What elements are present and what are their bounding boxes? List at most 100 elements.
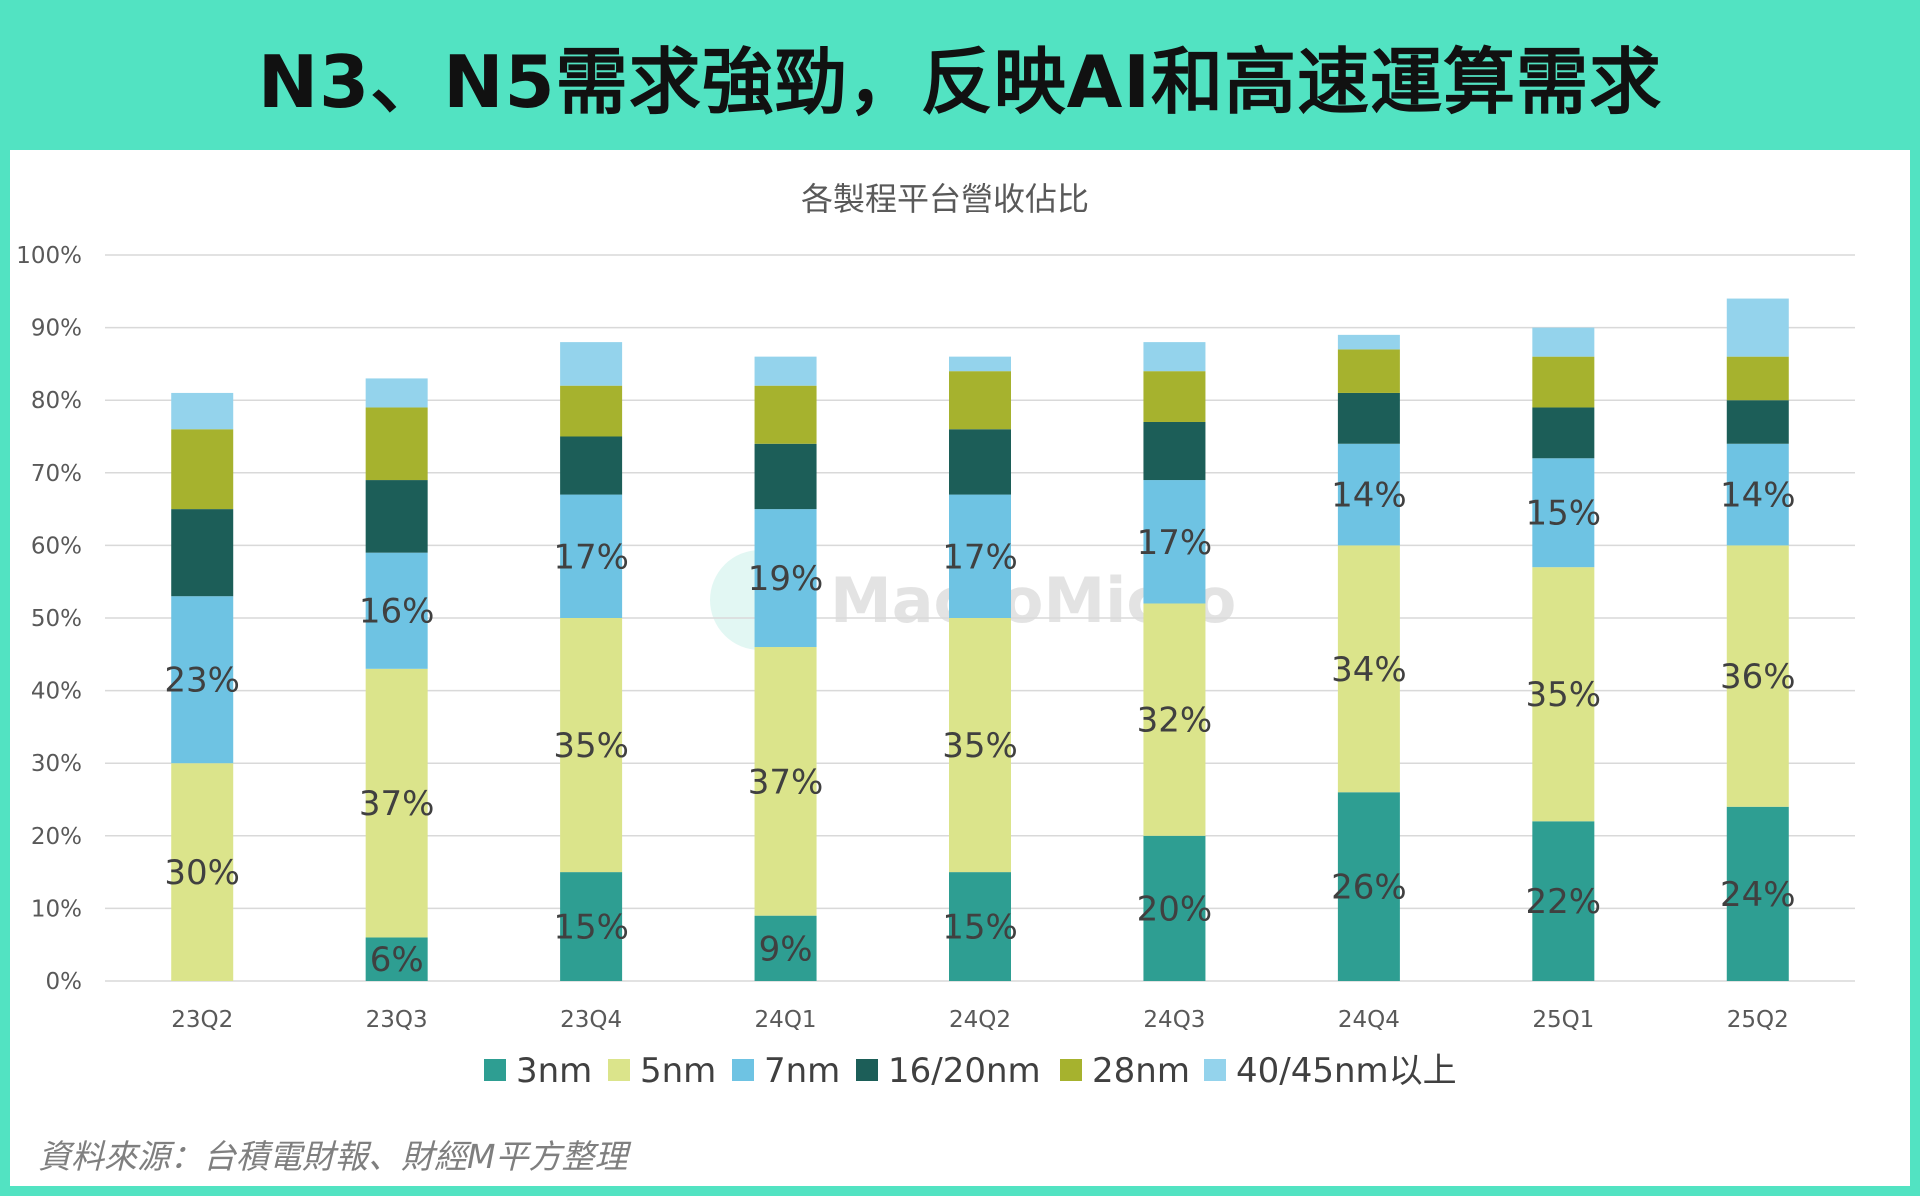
bar-segment — [1143, 603, 1206, 836]
bar-segment — [365, 407, 428, 481]
source-note: 資料來源：台積電財報、財經M平方整理 — [38, 1137, 628, 1176]
data-label: 34% — [1331, 650, 1407, 690]
data-label: 19% — [748, 559, 824, 599]
bar-segment — [754, 509, 817, 648]
data-label: 23% — [164, 661, 240, 701]
y-tick-label: 60% — [31, 533, 82, 559]
bar-segment — [1532, 458, 1595, 568]
y-tick-label: 30% — [31, 751, 82, 777]
bar-segment — [949, 429, 1011, 495]
legend-label: 16/20nm — [888, 1051, 1041, 1091]
bar-segment — [1143, 480, 1206, 604]
data-label: 17% — [553, 537, 629, 577]
bar-segment — [1143, 835, 1206, 981]
bar-segment — [1532, 327, 1595, 357]
bar-segment — [949, 494, 1011, 618]
x-tick-label: 25Q2 — [1727, 1007, 1789, 1033]
data-label: 30% — [164, 853, 240, 893]
bar-segment — [365, 668, 428, 938]
bar-segment — [754, 356, 817, 386]
data-label: 15% — [942, 908, 1018, 948]
data-label: 32% — [1137, 701, 1213, 741]
legend-swatch — [608, 1059, 630, 1081]
data-label: 14% — [1720, 476, 1796, 516]
data-label: 37% — [748, 762, 824, 802]
legend-swatch — [484, 1059, 506, 1081]
legend-label: 40/45nm以上 — [1236, 1051, 1457, 1091]
x-tick-label: 24Q1 — [755, 1007, 817, 1033]
bar-segment — [754, 385, 817, 444]
y-tick-label: 100% — [16, 243, 82, 269]
bar-segment — [560, 342, 623, 386]
x-tick-label: 25Q1 — [1532, 1007, 1594, 1033]
bar-segment — [949, 618, 1011, 873]
banner: N3、N5需求強勁，反映AI和高速運算需求 — [0, 0, 1920, 150]
x-tick-label: 24Q3 — [1143, 1007, 1205, 1033]
bar-segment — [1726, 400, 1789, 444]
bar-segment — [171, 596, 234, 764]
data-label: 24% — [1720, 875, 1796, 915]
data-label: 35% — [942, 726, 1018, 766]
legend-label: 7nm — [764, 1051, 840, 1091]
x-tick-label: 23Q4 — [560, 1007, 622, 1033]
data-label: 22% — [1526, 882, 1602, 922]
bar-segment — [1726, 356, 1789, 401]
bar-segment — [1337, 392, 1400, 444]
legend-label: 5nm — [640, 1051, 716, 1091]
y-tick-label: 10% — [31, 896, 82, 922]
x-tick-label: 23Q2 — [171, 1007, 233, 1033]
bar-segment — [560, 872, 623, 981]
y-tick-label: 90% — [31, 316, 82, 342]
y-tick-label: 20% — [31, 824, 82, 850]
bar-segment — [1143, 421, 1206, 481]
y-tick-label: 70% — [31, 461, 82, 487]
bar-segment — [1726, 443, 1789, 546]
bar-segment — [365, 378, 428, 408]
banner-title: N3、N5需求強勁，反映AI和高速運算需求 — [257, 39, 1663, 124]
data-label: 37% — [359, 784, 435, 824]
bar-segment — [171, 509, 234, 597]
bar-segment — [949, 872, 1011, 981]
bar-segment — [1337, 334, 1400, 350]
data-label: 14% — [1331, 476, 1407, 516]
bar-segment — [754, 915, 817, 981]
bar-segment — [1532, 567, 1595, 822]
bar-segment — [1532, 356, 1595, 408]
data-label: 6% — [370, 940, 424, 980]
bar-segment — [949, 356, 1011, 372]
bar-segment — [1726, 545, 1789, 807]
bar-segment — [1726, 806, 1789, 981]
bar-segment — [1337, 792, 1400, 981]
legend-swatch — [732, 1059, 754, 1081]
y-tick-label: 50% — [31, 606, 82, 632]
bar-segment — [365, 937, 428, 981]
legend-label: 3nm — [516, 1051, 592, 1091]
data-label: 16% — [359, 592, 435, 632]
bar-segment — [1532, 821, 1595, 981]
bar-segment — [1143, 342, 1206, 372]
x-tick-label: 23Q3 — [366, 1007, 428, 1033]
bar-segment — [365, 480, 428, 553]
bar-segment — [1726, 298, 1789, 357]
bar-segment — [365, 552, 428, 669]
bar-segment — [560, 494, 623, 618]
bar-segment — [171, 392, 234, 430]
bar-segment — [1337, 443, 1400, 546]
bar-segment — [171, 763, 234, 981]
bar-segment — [754, 443, 817, 510]
legend-label: 28nm — [1092, 1051, 1190, 1091]
y-tick-label: 80% — [31, 388, 82, 414]
y-tick-label: 40% — [31, 679, 82, 705]
data-label: 35% — [1526, 675, 1602, 715]
data-label: 15% — [553, 908, 629, 948]
data-label: 15% — [1526, 494, 1602, 534]
legend-swatch — [1060, 1059, 1082, 1081]
x-tick-label: 24Q4 — [1338, 1007, 1400, 1033]
data-label: 36% — [1720, 657, 1796, 697]
bar-segment — [171, 429, 234, 510]
data-label: 35% — [553, 726, 629, 766]
bar-segment — [949, 371, 1011, 430]
data-label: 9% — [759, 929, 813, 969]
legend-swatch — [1204, 1059, 1226, 1081]
bar-segment — [1532, 407, 1595, 459]
